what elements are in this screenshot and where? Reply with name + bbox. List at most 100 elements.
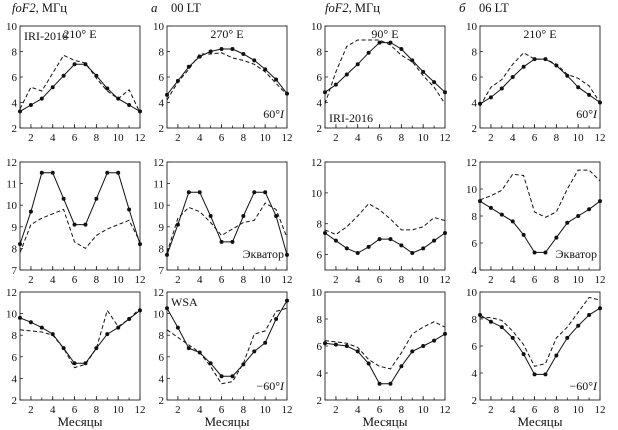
y-tick-label: 10 [6, 21, 18, 33]
data-point [263, 67, 268, 72]
y-tick-label: 2 [12, 123, 18, 135]
x-tick-label: 4 [50, 274, 56, 286]
data-point [366, 50, 371, 55]
y-tick-label: 8 [317, 219, 323, 231]
x-tick-label: 6 [219, 404, 225, 416]
data-point [208, 361, 213, 366]
y-tick-label: 4 [12, 373, 18, 385]
panel-label-bottom-right: Экватор [243, 247, 284, 261]
x-tick-label: 6 [219, 274, 225, 286]
data-point [165, 252, 169, 257]
y-tick-label: 2 [12, 395, 18, 407]
series-dashed-line [19, 307, 141, 369]
data-point [105, 86, 110, 91]
x-tick-label: 2 [28, 132, 34, 144]
y-tick-label: 7 [12, 265, 18, 277]
panel-r0-c2: 2 4 6 8 10 2 4 6 8 10 12 90° E IRI-2016 [311, 21, 451, 144]
col3-lt: 06 LT [479, 1, 509, 15]
series-dashed-line [324, 39, 446, 105]
data-point [598, 199, 602, 204]
xlabel-col0: Месяцы [58, 414, 103, 429]
series-solid-line [166, 191, 288, 256]
data-point [219, 239, 224, 244]
data-point [323, 341, 327, 346]
y-tick-label: 2 [317, 123, 323, 135]
data-point [39, 96, 44, 101]
x-tick-label: 2 [488, 274, 494, 286]
data-point [50, 170, 55, 175]
panel-label-top-left: WSA [171, 295, 198, 309]
y-tick-label: 6 [159, 352, 165, 364]
x-tick-label: 4 [50, 132, 56, 144]
data-point [521, 352, 526, 357]
x-tick-label: 10 [260, 404, 272, 416]
x-tick-label: 4 [197, 274, 203, 286]
y-tick-label: 10 [311, 21, 323, 33]
x-tick-label: 4 [510, 274, 516, 286]
data-point [443, 331, 447, 336]
data-point [377, 40, 382, 45]
x-tick-label: 10 [113, 132, 125, 144]
y-tick-label: 10 [466, 184, 478, 196]
data-point [263, 190, 268, 195]
data-point [432, 338, 437, 343]
data-point [39, 325, 44, 330]
y-tick-label: 8 [472, 47, 478, 59]
y-tick-label: 6 [472, 238, 478, 250]
y-tick-label: 10 [6, 309, 18, 321]
data-point [366, 361, 371, 366]
data-point [488, 205, 493, 210]
col0-header: foF2, МГц [12, 1, 67, 15]
data-point [443, 230, 447, 235]
data-point [443, 90, 447, 95]
y-tick-label: 2 [159, 395, 165, 407]
y-tick-label: 4 [317, 368, 323, 380]
series-dashed-line [479, 52, 601, 107]
panel-r0-c1: 2 4 6 8 10 2 4 6 8 10 12 270° E 60°I [153, 21, 293, 144]
data-point [18, 315, 22, 320]
panel-label-longitude: 210° E [523, 27, 556, 41]
data-point [50, 85, 55, 90]
series-solid-line [19, 172, 141, 245]
y-tick-label: 4 [472, 98, 478, 110]
data-point [61, 73, 66, 78]
data-point [499, 86, 504, 91]
data-point [499, 212, 504, 217]
data-point [388, 40, 393, 45]
data-point [333, 238, 338, 243]
col2-header: foF2, МГц [325, 1, 380, 15]
data-point [230, 46, 235, 51]
panel-r2-c1: 2 4 6 8 10 12 2 4 6 8 10 12 WSA −60°I [153, 287, 293, 416]
data-point [344, 72, 349, 77]
y-tick-label: 8 [472, 211, 478, 223]
header-part-1: , МГц [36, 1, 68, 15]
data-point [587, 92, 592, 97]
data-point [488, 319, 493, 324]
series-dashed-line [324, 321, 446, 370]
x-tick-label: 6 [72, 132, 78, 144]
data-point [285, 252, 289, 257]
y-tick-label: 10 [466, 287, 478, 299]
data-point [138, 242, 142, 247]
x-tick-label: 2 [175, 404, 181, 416]
data-point [175, 222, 180, 227]
y-tick-label: 8 [317, 47, 323, 59]
data-point [83, 222, 88, 227]
x-tick-label: 4 [510, 404, 516, 416]
y-tick-label: 6 [159, 72, 165, 84]
data-point [252, 190, 257, 195]
data-point [241, 362, 246, 367]
data-point [28, 103, 33, 108]
y-tick-label: 12 [311, 157, 322, 169]
x-tick-label: 6 [377, 132, 383, 144]
data-point [510, 75, 515, 79]
data-point [377, 237, 382, 242]
x-tick-label: 12 [282, 404, 293, 416]
data-point [333, 342, 338, 347]
y-tick-label: 7 [159, 265, 165, 277]
data-point [175, 325, 180, 330]
y-tick-label: 10 [153, 200, 165, 212]
series-solid-line [166, 48, 288, 96]
y-tick-label: 8 [12, 47, 18, 59]
data-point [355, 349, 360, 354]
